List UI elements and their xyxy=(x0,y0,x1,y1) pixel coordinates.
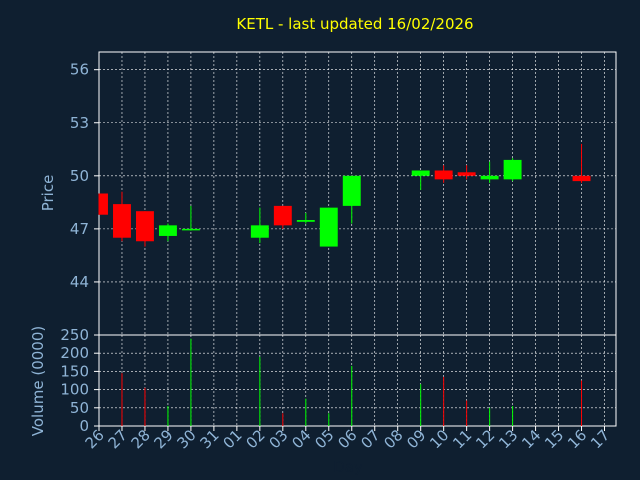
volume-tick-label: 200 xyxy=(60,344,89,362)
volume-axis-label: Volume (0000) xyxy=(29,326,47,436)
candle-body xyxy=(158,225,177,236)
price-axis-label: Price xyxy=(39,175,57,212)
candle-body xyxy=(113,204,131,238)
price-tick-label: 44 xyxy=(70,273,89,291)
price-tick-label: 56 xyxy=(70,61,89,79)
price-tick-label: 53 xyxy=(70,114,89,132)
candle-body xyxy=(296,220,315,222)
candle-body xyxy=(181,228,200,231)
candle-body xyxy=(135,211,154,242)
x-tick-labels: 2627282930310102030405060708091011121314… xyxy=(82,426,614,452)
volume-tick-label: 50 xyxy=(70,399,89,417)
candle-body xyxy=(434,170,453,180)
candle-body xyxy=(342,175,361,206)
candle-body xyxy=(411,170,430,176)
volume-tick-label: 150 xyxy=(60,362,89,380)
volume-plot-frame xyxy=(98,334,617,427)
volume-grid xyxy=(94,334,616,431)
candle-body xyxy=(250,225,269,238)
x-axis-label: Day xyxy=(333,458,363,476)
price-tick-label: 50 xyxy=(70,167,89,185)
volume-bars xyxy=(121,338,583,426)
volume-tick-label: 100 xyxy=(60,381,89,399)
candles xyxy=(98,143,591,247)
candle-body xyxy=(572,175,591,182)
volume-tick-label: 250 xyxy=(60,326,89,344)
candle-body xyxy=(319,207,338,247)
candle-body xyxy=(480,175,499,180)
candle-body xyxy=(503,159,522,180)
candle-body xyxy=(273,205,292,226)
candle-body xyxy=(99,193,108,215)
chart-title: KETL - last updated 16/02/2026 xyxy=(236,15,473,33)
price-panel: 44 47 50 53 56 xyxy=(70,51,617,336)
price-tick-labels: 44 47 50 53 56 xyxy=(70,61,89,291)
x-tick-label: 17 xyxy=(587,426,613,452)
candle-body xyxy=(457,172,476,176)
volume-tick-label: 0 xyxy=(79,417,89,435)
price-tick-label: 47 xyxy=(70,220,89,238)
